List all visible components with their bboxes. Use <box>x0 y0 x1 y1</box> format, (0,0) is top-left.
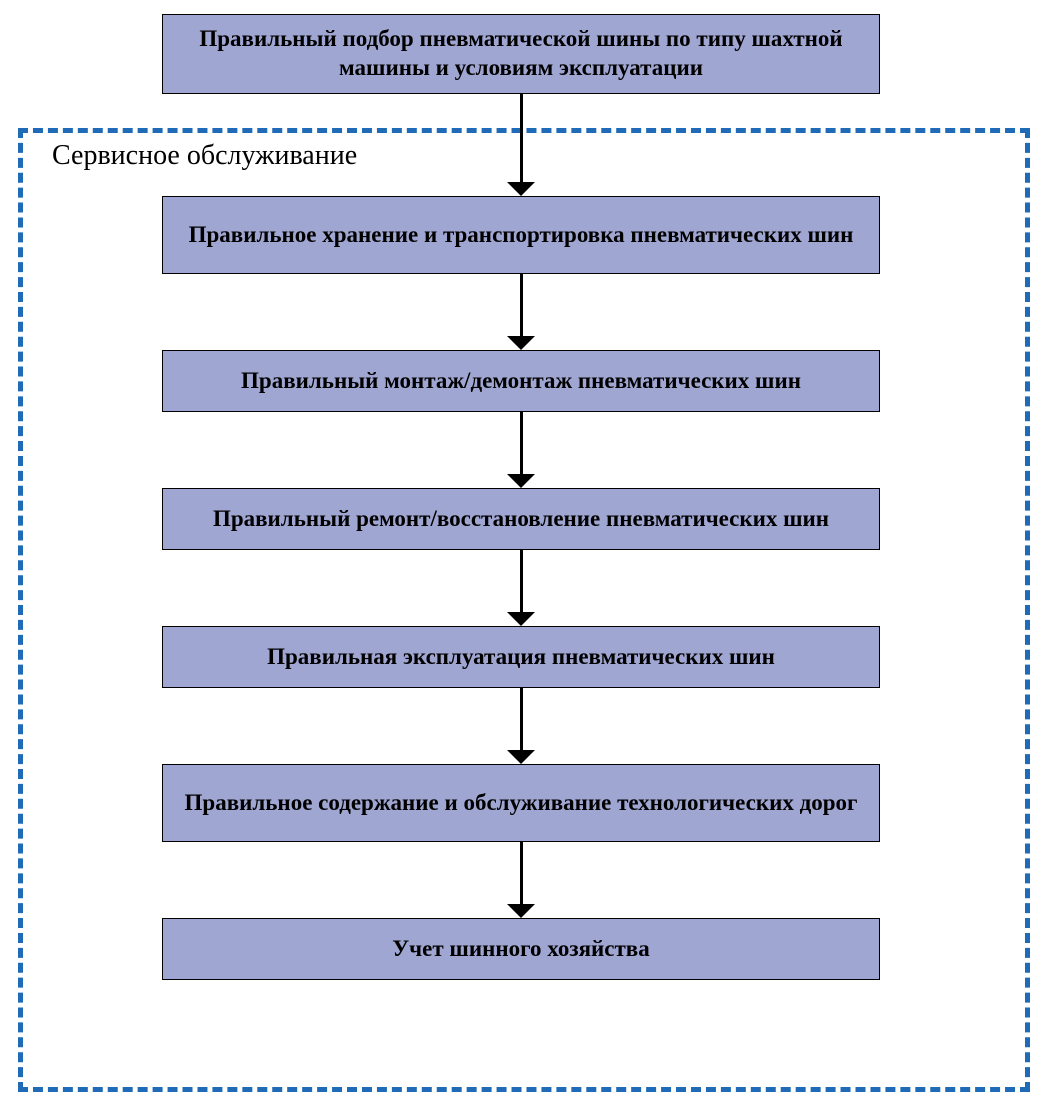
flowchart-canvas: Сервисное обслуживание Правильный подбор… <box>0 0 1047 1110</box>
flowchart-arrow <box>520 94 523 182</box>
arrow-head-icon <box>507 612 535 626</box>
flowchart-node: Учет шинного хозяйства <box>162 918 880 980</box>
flowchart-node: Правильное хранение и транспортировка пн… <box>162 196 880 274</box>
flowchart-node-label: Правильный монтаж/демонтаж пневматически… <box>241 367 801 396</box>
flowchart-node-label: Учет шинного хозяйства <box>392 935 649 964</box>
flowchart-node-label: Правильное содержание и обслуживание тех… <box>185 789 858 818</box>
flowchart-node: Правильное содержание и обслуживание тех… <box>162 764 880 842</box>
flowchart-node-label: Правильный ремонт/восстановление пневмат… <box>213 505 829 534</box>
arrow-head-icon <box>507 750 535 764</box>
service-container-label: Сервисное обслуживание <box>48 140 361 172</box>
flowchart-node-label: Правильная эксплуатация пневматических ш… <box>267 643 775 672</box>
flowchart-arrow <box>520 688 523 750</box>
flowchart-node: Правильный подбор пневматической шины по… <box>162 14 880 94</box>
flowchart-arrow <box>520 274 523 336</box>
flowchart-node: Правильный монтаж/демонтаж пневматически… <box>162 350 880 412</box>
arrow-head-icon <box>507 474 535 488</box>
flowchart-node-label: Правильное хранение и транспортировка пн… <box>189 221 854 250</box>
flowchart-arrow <box>520 550 523 612</box>
arrow-head-icon <box>507 904 535 918</box>
flowchart-node: Правильная эксплуатация пневматических ш… <box>162 626 880 688</box>
flowchart-node-label: Правильный подбор пневматической шины по… <box>183 25 859 83</box>
arrow-head-icon <box>507 182 535 196</box>
flowchart-arrow <box>520 412 523 474</box>
flowchart-arrow <box>520 842 523 904</box>
flowchart-node: Правильный ремонт/восстановление пневмат… <box>162 488 880 550</box>
arrow-head-icon <box>507 336 535 350</box>
